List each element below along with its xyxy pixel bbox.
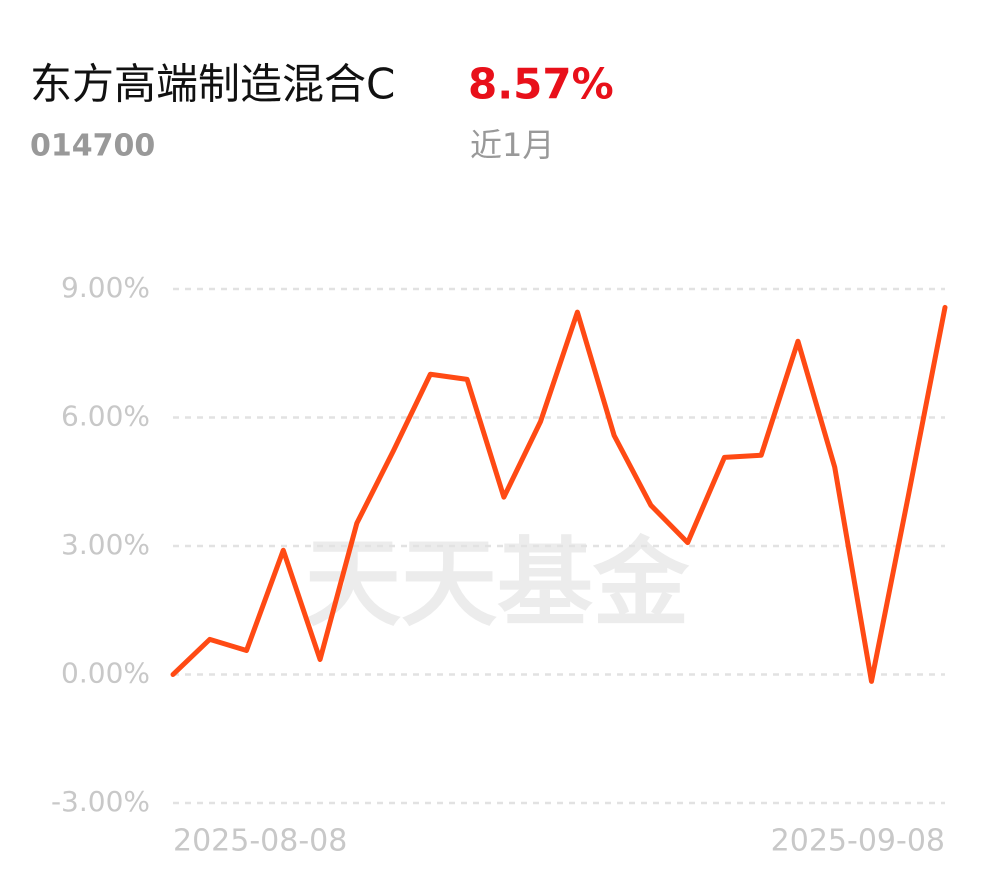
y-tick-label: 6.00% — [61, 400, 150, 433]
y-tick-label: 9.00% — [61, 271, 150, 304]
x-tick-label: 2025-09-08 — [771, 824, 945, 859]
fund-code: 014700 — [30, 129, 155, 164]
y-tick-label: 3.00% — [61, 528, 150, 561]
return-value: 8.57% — [468, 60, 614, 109]
y-tick-label: 0.00% — [61, 657, 150, 690]
x-tick-label: 2025-08-08 — [173, 824, 347, 859]
fund-title: 东方高端制造混合C — [30, 60, 395, 109]
data-line — [170, 304, 948, 684]
period-label: 近1月 — [470, 126, 554, 164]
y-tick-label: -3.00% — [51, 785, 150, 818]
watermark: 天天基金 — [305, 527, 690, 639]
